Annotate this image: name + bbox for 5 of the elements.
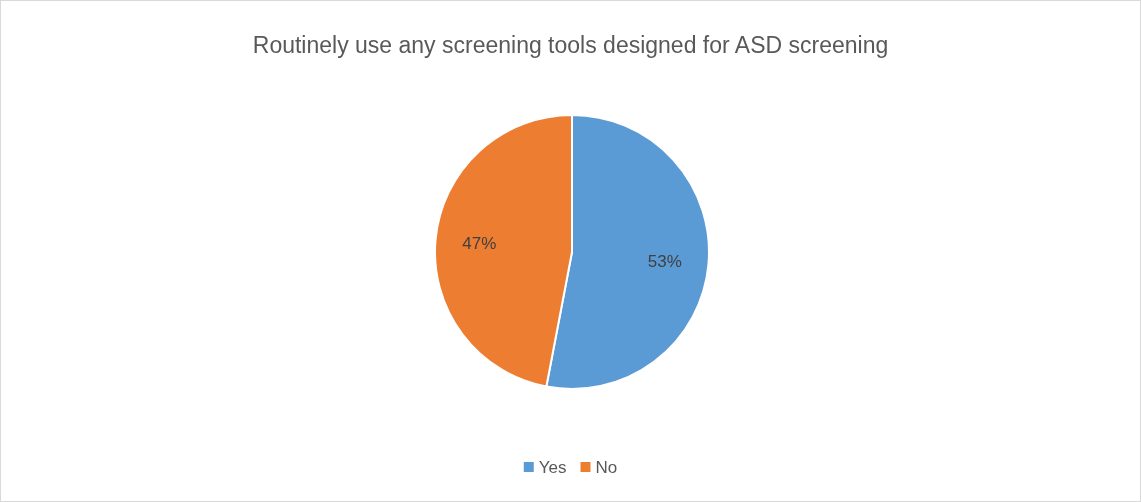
legend-label: No [595,457,618,477]
data-label: 47% [462,234,497,254]
legend-label: Yes [538,457,567,477]
chart-title: Routinely use any screening tools designed for ASD screening [252,32,889,58]
data-label: 53% [647,251,682,271]
